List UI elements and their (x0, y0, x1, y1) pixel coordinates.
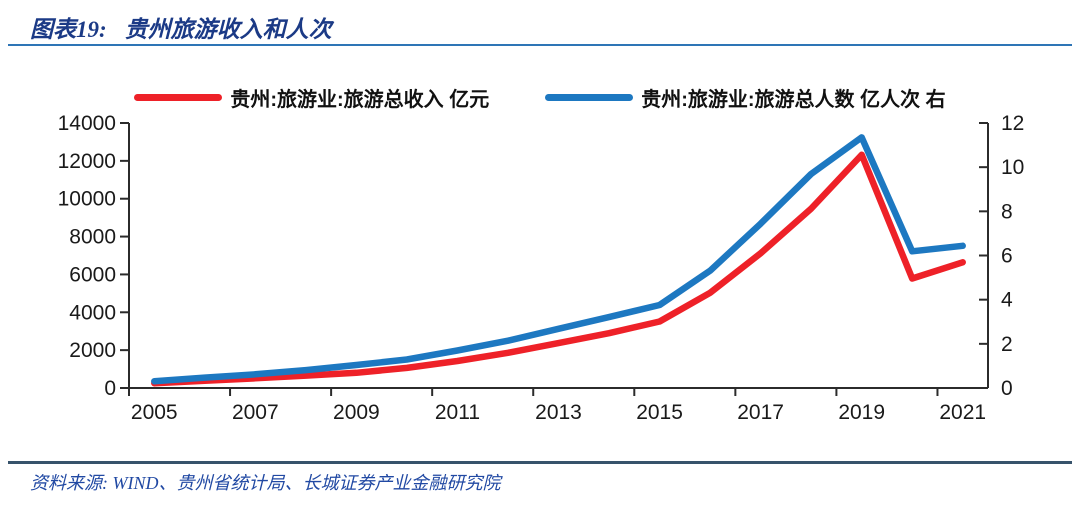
right-axis-tick-label: 8 (1001, 200, 1013, 223)
right-axis-tick-label: 10 (1001, 156, 1024, 179)
left-axis-tick-label: 14000 (58, 112, 116, 135)
x-axis-tick-label: 2019 (838, 401, 885, 424)
x-axis-tick-label: 2005 (131, 401, 178, 424)
legend-label-visitors: 贵州:旅游业:旅游总人数 亿人次 右 (641, 89, 946, 111)
x-axis-tick-label: 2009 (333, 401, 380, 424)
x-axis-tick-label: 2017 (737, 401, 784, 424)
right-axis-tick-label: 4 (1001, 289, 1013, 312)
footer-divider (8, 461, 1072, 464)
legend-line-marker-red (134, 94, 223, 101)
legend-item-visitors: 贵州:旅游业:旅游总人数 亿人次 右 (545, 83, 946, 112)
series-line-visitors (151, 134, 966, 385)
right-axis-tick-label: 2 (1001, 333, 1013, 356)
left-axis-tick-label: 12000 (58, 150, 116, 173)
header-divider (8, 44, 1072, 46)
figure-number-label: 图表19: (30, 17, 107, 42)
right-axis-tick-label: 12 (1001, 112, 1024, 135)
figure-title: 贵州旅游收入和人次 (124, 17, 332, 42)
x-axis-tick-label: 2013 (535, 401, 582, 424)
x-axis-tick-label: 2015 (636, 401, 683, 424)
left-axis-tick-label: 4000 (69, 301, 116, 324)
x-axis-tick-label: 2021 (939, 401, 986, 424)
x-axis-tick-label: 2011 (435, 401, 480, 424)
left-axis-tick-label: 0 (104, 377, 116, 400)
series-line-revenue (151, 151, 966, 387)
left-axis-tick-label: 10000 (58, 188, 116, 211)
figure-header: 图表19: 贵州旅游收入和人次 (30, 10, 332, 44)
right-axis-tick-label: 6 (1001, 245, 1013, 268)
left-axis-tick-label: 8000 (69, 226, 116, 249)
left-axis-tick-label: 6000 (69, 263, 116, 286)
legend-item-revenue: 贵州:旅游业:旅游总收入 亿元 (134, 83, 489, 112)
legend-label-revenue: 贵州:旅游业:旅游总收入 亿元 (230, 89, 490, 111)
left-axis-tick-label: 2000 (69, 339, 116, 362)
chart-legend: 贵州:旅游业:旅游总收入 亿元 贵州:旅游业:旅游总人数 亿人次 右 (0, 83, 1080, 112)
legend-line-marker-blue (545, 94, 634, 101)
x-axis-tick-label: 2007 (232, 401, 279, 424)
source-note: 资料来源: WIND、贵州省统计局、长城证券产业金融研究院 (30, 473, 501, 493)
right-axis-tick-label: 0 (1001, 377, 1013, 400)
